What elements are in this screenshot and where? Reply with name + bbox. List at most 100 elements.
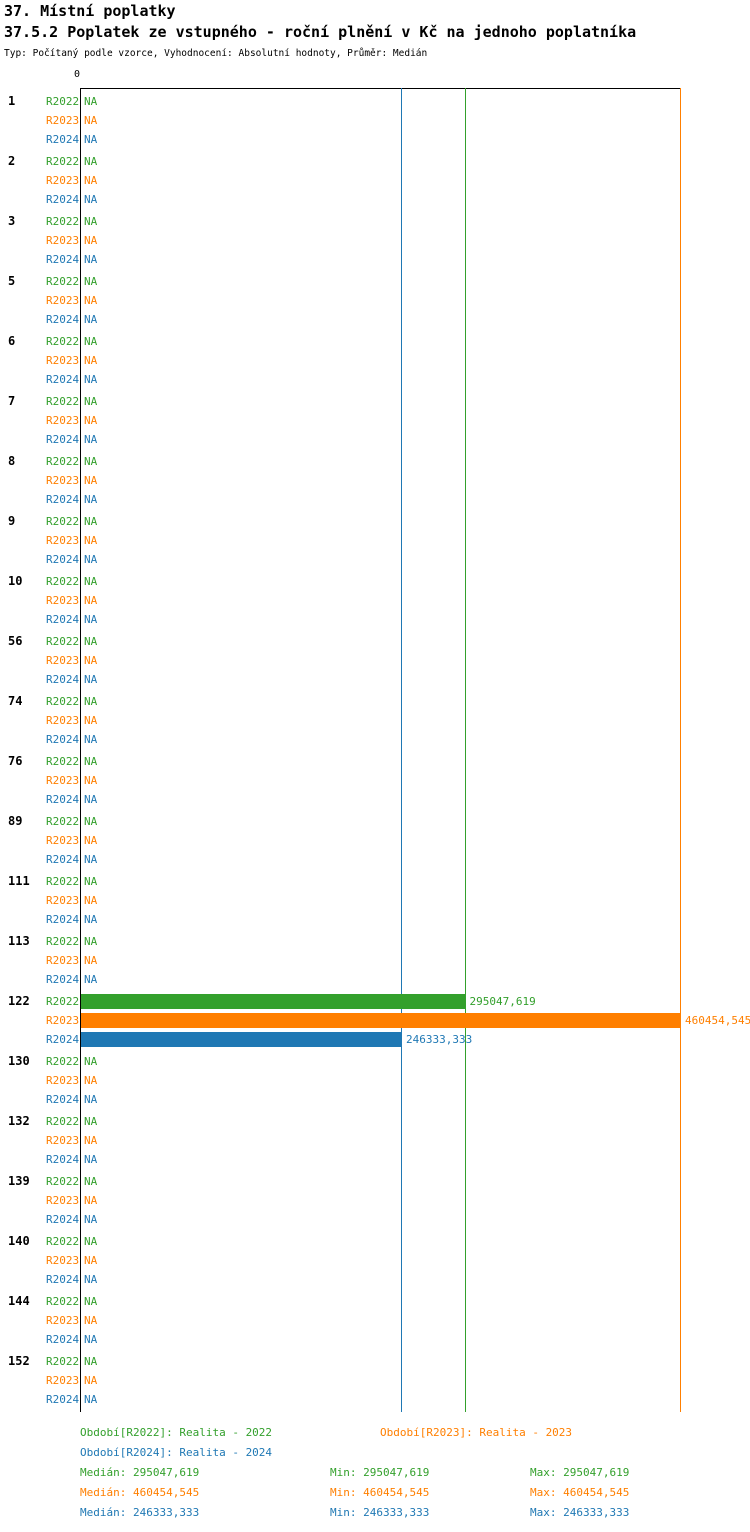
na-value: NA xyxy=(84,553,98,566)
legend-r2022: Období[R2022]: Realita - 2022 xyxy=(80,1426,273,1439)
bar-row: R2022 NA xyxy=(0,872,750,891)
stat-max-r2023: Max: 460454,545 xyxy=(530,1486,630,1499)
na-value: NA xyxy=(84,95,98,108)
stat-median-r2023: Medián: 460454,545 xyxy=(80,1486,200,1499)
bar-row: R2023 NA xyxy=(0,171,750,190)
series-label: R2023 xyxy=(46,894,80,907)
na-value: NA xyxy=(84,1254,98,1267)
bar-group: 76 R2022 NA R2023 NA R2024 NA xyxy=(0,752,750,812)
series-label: R2023 xyxy=(46,1074,80,1087)
na-value: NA xyxy=(84,714,98,727)
bar-group: 140 R2022 NA R2023 NA R2024 NA xyxy=(0,1232,750,1292)
na-value: NA xyxy=(84,474,98,487)
bar-row: R2024 NA xyxy=(0,490,750,509)
series-label: R2022 xyxy=(46,1175,80,1188)
series-label: R2023 xyxy=(46,294,80,307)
series-label: R2023 xyxy=(46,114,80,127)
na-value: NA xyxy=(84,793,98,806)
bar-r2022 xyxy=(81,994,466,1009)
na-value: NA xyxy=(84,1074,98,1087)
series-label: R2023 xyxy=(46,1014,80,1027)
series-label: R2023 xyxy=(46,714,80,727)
group-label: 139 xyxy=(8,1174,30,1188)
legend-r2023: Období[R2023]: Realita - 2023 xyxy=(380,1426,573,1439)
bar-row: R2024 NA xyxy=(0,1150,750,1169)
bar-row: R2023 NA xyxy=(0,831,750,850)
stat-min-r2022: Min: 295047,619 xyxy=(330,1466,430,1479)
bar-group: 152 R2022 NA R2023 NA R2024 NA xyxy=(0,1352,750,1412)
group-label: 130 xyxy=(8,1054,30,1068)
bar-group: 132 R2022 NA R2023 NA R2024 NA xyxy=(0,1112,750,1172)
na-value: NA xyxy=(84,774,98,787)
series-label: R2022 xyxy=(46,755,80,768)
bar-group: 2 R2022 NA R2023 NA R2024 NA xyxy=(0,152,750,212)
series-label: R2022 xyxy=(46,575,80,588)
bar-row: R2022 NA xyxy=(0,932,750,951)
bar-value-label: 460454,545 xyxy=(685,1014,750,1027)
series-label: R2024 xyxy=(46,1033,80,1046)
group-label: 74 xyxy=(8,694,23,708)
bar-row: R2024 246333,333 xyxy=(0,1030,750,1049)
series-label: R2023 xyxy=(46,174,80,187)
na-value: NA xyxy=(84,635,98,648)
series-label: R2022 xyxy=(46,995,80,1008)
bar-row: R2023 NA xyxy=(0,531,750,550)
na-value: NA xyxy=(84,1273,98,1286)
bar-row: R2023 NA xyxy=(0,951,750,970)
series-label: R2022 xyxy=(46,1235,80,1248)
bar-row: R2022 NA xyxy=(0,272,750,291)
group-label: 10 xyxy=(8,574,23,588)
bar-row: R2022 NA xyxy=(0,392,750,411)
stat-max-r2024: Max: 246333,333 xyxy=(530,1506,630,1519)
group-label: 113 xyxy=(8,934,30,948)
na-value: NA xyxy=(84,954,98,967)
bar-group: 74 R2022 NA R2023 NA R2024 NA xyxy=(0,692,750,752)
median-line-r2023 xyxy=(680,88,681,1412)
bar-row: R2024 NA xyxy=(0,190,750,209)
series-label: R2022 xyxy=(46,515,80,528)
bar-row: R2023 NA xyxy=(0,711,750,730)
na-value: NA xyxy=(84,534,98,547)
bar-groups: 1 R2022 NA R2023 NA R2024 NA 2 R2022 NA R2023 NA R20… xyxy=(0,92,750,1412)
bar-group: 8 R2022 NA R2023 NA R2024 NA xyxy=(0,452,750,512)
na-value: NA xyxy=(84,433,98,446)
chart-meta: Typ: Počítaný podle vzorce, Vyhodnocení:… xyxy=(4,48,428,59)
na-value: NA xyxy=(84,275,98,288)
na-value: NA xyxy=(84,1093,98,1106)
na-value: NA xyxy=(84,1175,98,1188)
bar-group: 1 R2022 NA R2023 NA R2024 NA xyxy=(0,92,750,152)
na-value: NA xyxy=(84,695,98,708)
bar-row: R2022 NA xyxy=(0,92,750,111)
na-value: NA xyxy=(84,354,98,367)
series-label: R2022 xyxy=(46,1295,80,1308)
bar-row: R2024 NA xyxy=(0,910,750,929)
na-value: NA xyxy=(84,1333,98,1346)
na-value: NA xyxy=(84,613,98,626)
na-value: NA xyxy=(84,755,98,768)
axis-zero-label: 0 xyxy=(73,69,80,80)
series-label: R2024 xyxy=(46,733,80,746)
stat-max-r2022: Max: 295047,619 xyxy=(530,1466,630,1479)
na-value: NA xyxy=(84,515,98,528)
bar-row: R2024 NA xyxy=(0,790,750,809)
median-line-r2022 xyxy=(464,88,466,1412)
na-value: NA xyxy=(84,234,98,247)
chart-subtitle: 37.5.2 Poplatek ze vstupného - roční pln… xyxy=(4,23,637,41)
series-label: R2023 xyxy=(46,1314,80,1327)
na-value: NA xyxy=(84,575,98,588)
series-label: R2022 xyxy=(46,635,80,648)
series-label: R2022 xyxy=(46,1115,80,1128)
group-label: 1 xyxy=(8,94,16,108)
series-label: R2024 xyxy=(46,1393,80,1406)
na-value: NA xyxy=(84,253,98,266)
na-value: NA xyxy=(84,1153,98,1166)
na-value: NA xyxy=(84,133,98,146)
series-label: R2024 xyxy=(46,793,80,806)
stat-median-r2024: Medián: 246333,333 xyxy=(80,1506,200,1519)
bar-row: R2022 NA xyxy=(0,1352,750,1371)
group-label: 144 xyxy=(8,1294,30,1308)
bar-row: R2024 NA xyxy=(0,370,750,389)
bar-row: R2023 NA xyxy=(0,411,750,430)
bar-row: R2024 NA xyxy=(0,730,750,749)
bar-row: R2024 NA xyxy=(0,1390,750,1409)
